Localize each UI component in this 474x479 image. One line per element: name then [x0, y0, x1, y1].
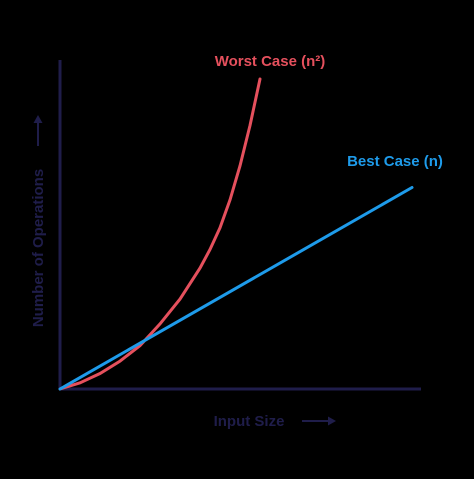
- best-case-label: Best Case (n): [347, 153, 443, 170]
- worst-case-label: Worst Case (n²): [215, 53, 326, 70]
- y-axis-arrow-icon: [33, 115, 43, 146]
- y-axis-label: Number of Operations: [30, 169, 47, 327]
- x-axis-arrow-icon: [302, 416, 336, 426]
- worst-case-line: [58, 77, 262, 391]
- best-case-line: [58, 186, 414, 391]
- x-axis-label: Input Size: [214, 413, 285, 430]
